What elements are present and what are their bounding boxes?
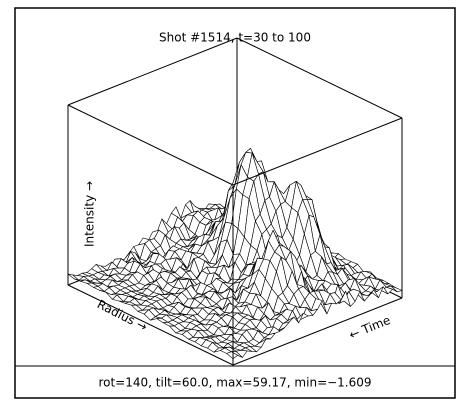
box-edge	[232, 297, 403, 366]
box-edge	[67, 284, 234, 366]
box-edge	[67, 37, 238, 106]
box-front	[67, 37, 403, 366]
frame	[14, 7, 456, 399]
z-axis-label: Intensity →	[83, 181, 97, 247]
box-edge	[67, 104, 234, 186]
surface	[67, 148, 403, 360]
title: Shot #1514, t=30 to 100	[159, 31, 311, 45]
box-edge	[232, 117, 403, 186]
caption: rot=140, tilt=60.0, max=59.17, min=−1.60…	[98, 376, 371, 390]
box-edge	[236, 37, 403, 119]
